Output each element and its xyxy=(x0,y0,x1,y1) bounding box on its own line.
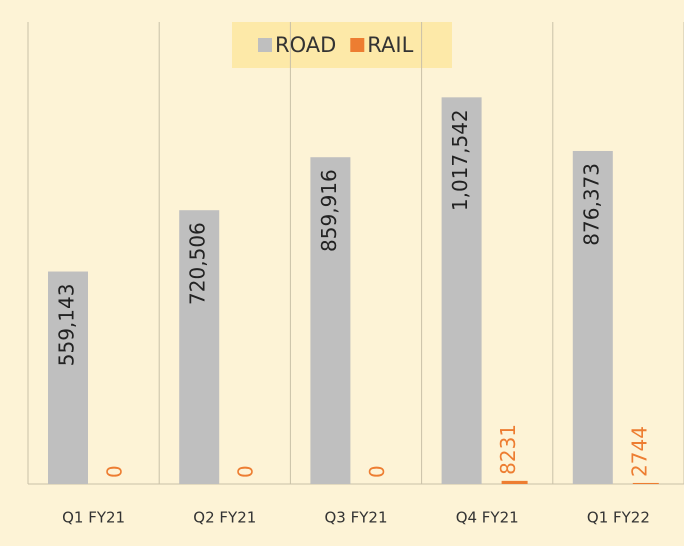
data-label: 0 xyxy=(234,465,258,478)
data-label: 2744 xyxy=(627,426,651,477)
bar xyxy=(310,157,351,484)
data-label: 876,373 xyxy=(579,163,603,246)
data-label: 0 xyxy=(103,465,127,478)
legend-label: RAIL xyxy=(367,33,413,57)
bar xyxy=(48,271,88,484)
legend-label: ROAD xyxy=(275,33,336,57)
data-label: 0 xyxy=(365,465,389,478)
data-label: 859,916 xyxy=(317,169,341,252)
x-tick-label: Q4 FY21 xyxy=(456,509,519,527)
data-label: 8231 xyxy=(496,424,520,475)
bar xyxy=(179,210,220,485)
bar xyxy=(441,97,482,484)
x-tick-label: Q1 FY22 xyxy=(587,509,650,527)
x-tick-label: Q1 FY21 xyxy=(62,509,125,527)
x-tick-label: Q3 FY21 xyxy=(325,509,388,527)
legend-swatch xyxy=(258,38,272,52)
data-label: 1,017,542 xyxy=(448,109,472,211)
bar xyxy=(501,480,528,484)
data-label: 720,506 xyxy=(186,222,210,305)
x-tick-label: Q2 FY21 xyxy=(193,509,256,527)
data-label: 559,143 xyxy=(55,284,79,367)
bar xyxy=(632,482,659,484)
legend-swatch xyxy=(350,38,365,52)
bar xyxy=(572,150,613,484)
